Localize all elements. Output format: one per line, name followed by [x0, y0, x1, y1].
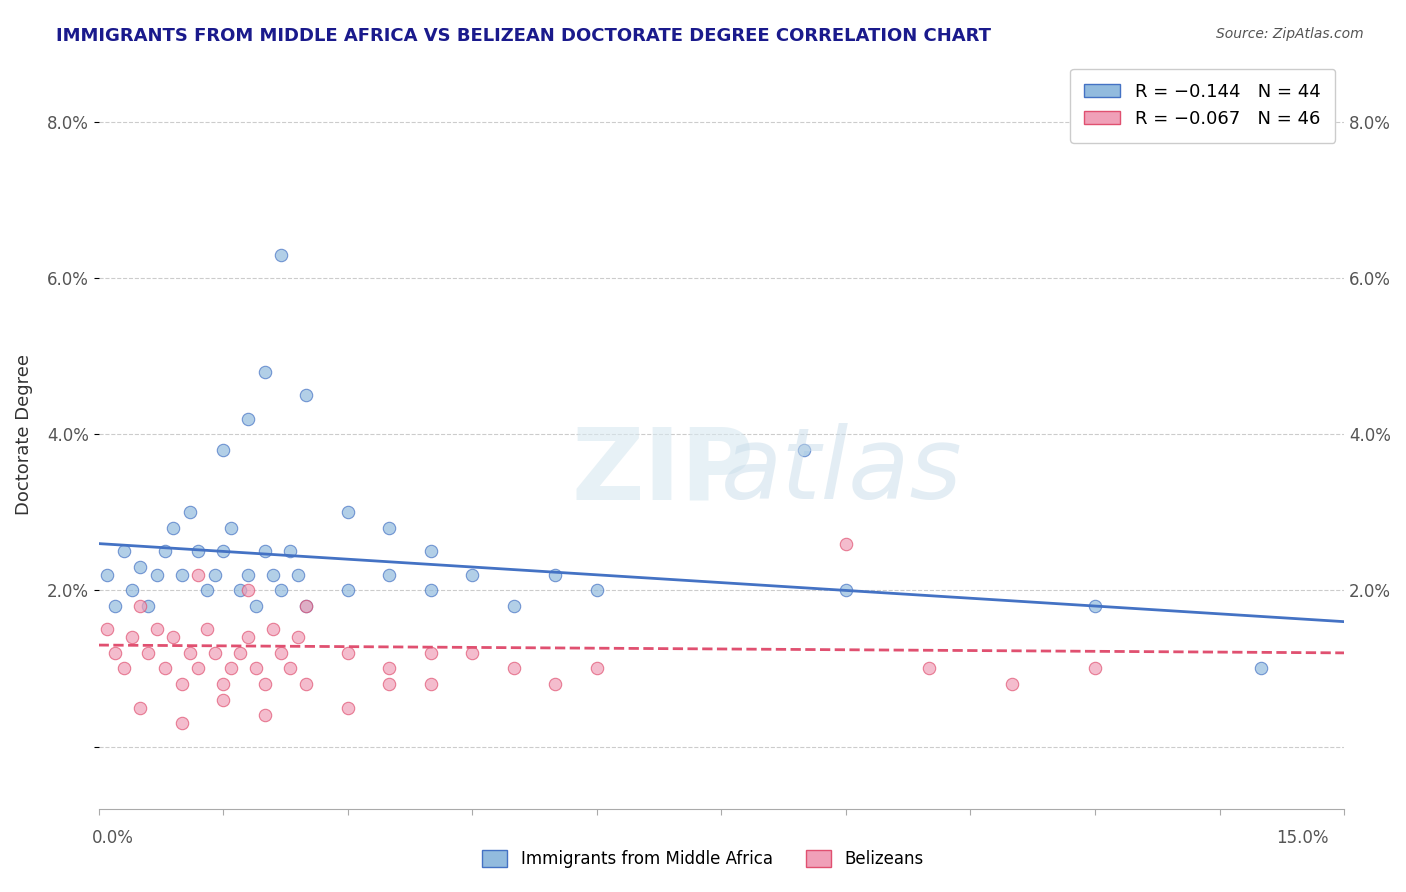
Point	[145, 567, 167, 582]
Point	[287, 567, 309, 582]
Point	[419, 583, 441, 598]
Point	[204, 646, 226, 660]
Point	[835, 536, 858, 550]
Point	[253, 677, 276, 691]
Point	[145, 623, 167, 637]
Point	[179, 646, 201, 660]
Text: atlas: atlas	[721, 424, 963, 520]
Point	[162, 630, 184, 644]
Point	[162, 521, 184, 535]
Point	[419, 646, 441, 660]
Point	[585, 661, 607, 675]
Y-axis label: Doctorate Degree: Doctorate Degree	[15, 354, 32, 515]
Point	[121, 630, 143, 644]
Point	[245, 661, 267, 675]
Point	[336, 646, 359, 660]
Point	[253, 365, 276, 379]
Point	[236, 583, 259, 598]
Point	[179, 505, 201, 519]
Point	[187, 544, 209, 558]
Point	[336, 700, 359, 714]
Point	[793, 442, 815, 457]
Point	[245, 599, 267, 613]
Point	[918, 661, 941, 675]
Point	[236, 411, 259, 425]
Point	[262, 567, 284, 582]
Point	[129, 599, 152, 613]
Point	[1250, 661, 1272, 675]
Point	[104, 646, 127, 660]
Point	[187, 661, 209, 675]
Point	[221, 661, 243, 675]
Point	[236, 630, 259, 644]
Point	[96, 623, 118, 637]
Point	[129, 560, 152, 574]
Point	[112, 661, 135, 675]
Point	[544, 677, 567, 691]
Point	[212, 692, 235, 706]
Legend: R = −0.144   N = 44, R = −0.067   N = 46: R = −0.144 N = 44, R = −0.067 N = 46	[1070, 69, 1336, 143]
Point	[104, 599, 127, 613]
Point	[419, 544, 441, 558]
Point	[129, 700, 152, 714]
Point	[270, 248, 292, 262]
Point	[378, 567, 401, 582]
Point	[278, 544, 301, 558]
Point	[1084, 599, 1107, 613]
Point	[170, 716, 193, 731]
Point	[153, 544, 176, 558]
Point	[212, 442, 235, 457]
Point	[461, 646, 484, 660]
Point	[1001, 677, 1024, 691]
Point	[544, 567, 567, 582]
Point	[121, 583, 143, 598]
Point	[212, 544, 235, 558]
Point	[295, 599, 318, 613]
Point	[204, 567, 226, 582]
Point	[419, 677, 441, 691]
Point	[195, 623, 218, 637]
Legend: Immigrants from Middle Africa, Belizeans: Immigrants from Middle Africa, Belizeans	[475, 843, 931, 875]
Point	[295, 599, 318, 613]
Point	[378, 521, 401, 535]
Point	[229, 583, 252, 598]
Text: 0.0%: 0.0%	[91, 829, 134, 847]
Point	[212, 677, 235, 691]
Point	[262, 623, 284, 637]
Point	[253, 544, 276, 558]
Point	[236, 567, 259, 582]
Point	[229, 646, 252, 660]
Point	[295, 388, 318, 402]
Point	[378, 677, 401, 691]
Point	[278, 661, 301, 675]
Point	[502, 599, 524, 613]
Point	[270, 646, 292, 660]
Point	[138, 599, 160, 613]
Text: 15.0%: 15.0%	[1277, 829, 1329, 847]
Point	[195, 583, 218, 598]
Point	[270, 583, 292, 598]
Point	[112, 544, 135, 558]
Point	[835, 583, 858, 598]
Point	[170, 567, 193, 582]
Point	[221, 521, 243, 535]
Point	[336, 505, 359, 519]
Point	[287, 630, 309, 644]
Point	[1084, 661, 1107, 675]
Point	[138, 646, 160, 660]
Point	[378, 661, 401, 675]
Text: ZIP: ZIP	[572, 424, 755, 520]
Point	[336, 583, 359, 598]
Point	[253, 708, 276, 723]
Point	[170, 677, 193, 691]
Point	[295, 677, 318, 691]
Text: Source: ZipAtlas.com: Source: ZipAtlas.com	[1216, 27, 1364, 41]
Point	[96, 567, 118, 582]
Point	[153, 661, 176, 675]
Point	[187, 567, 209, 582]
Point	[502, 661, 524, 675]
Point	[585, 583, 607, 598]
Point	[461, 567, 484, 582]
Text: IMMIGRANTS FROM MIDDLE AFRICA VS BELIZEAN DOCTORATE DEGREE CORRELATION CHART: IMMIGRANTS FROM MIDDLE AFRICA VS BELIZEA…	[56, 27, 991, 45]
